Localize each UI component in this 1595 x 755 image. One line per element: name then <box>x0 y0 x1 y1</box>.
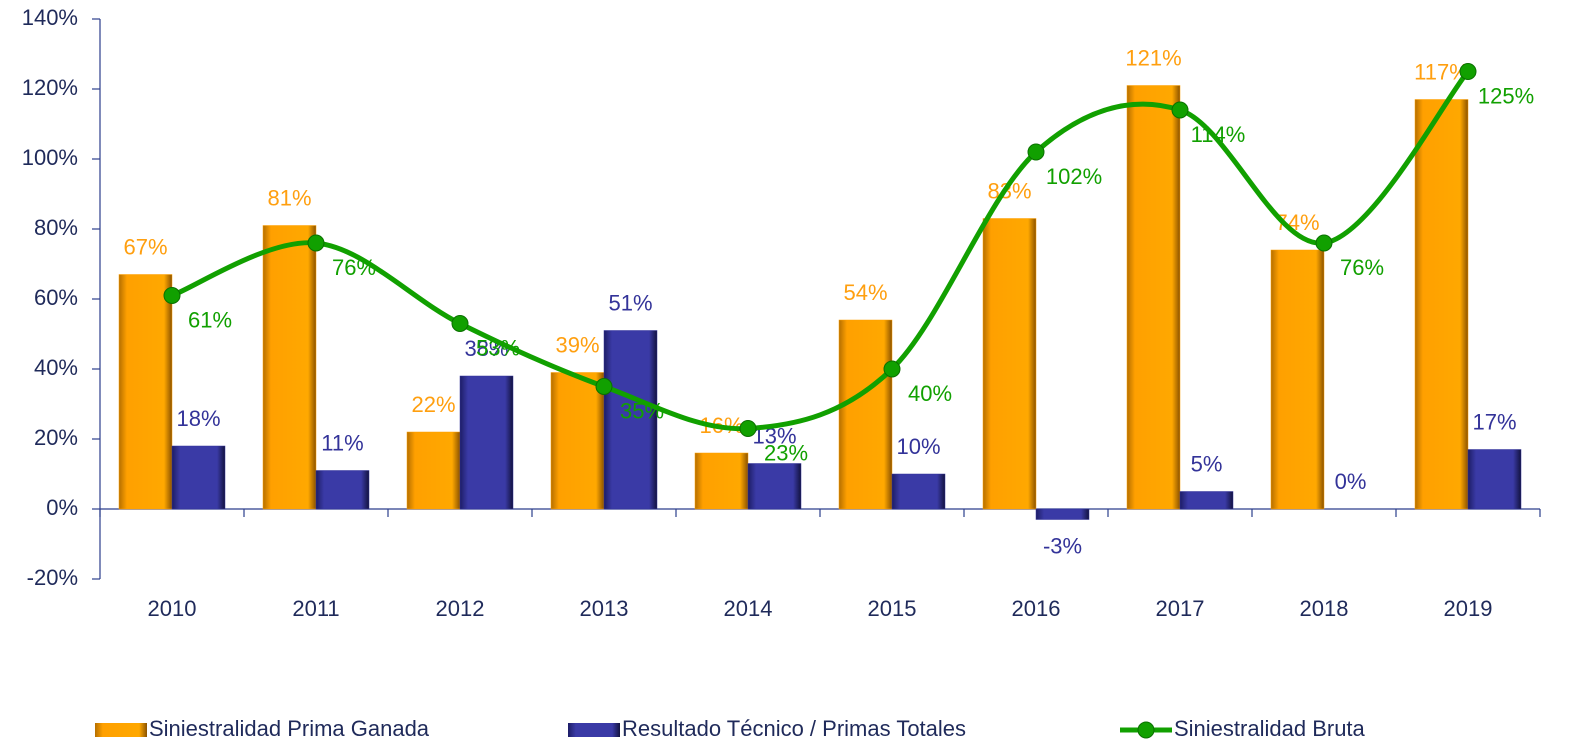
y-tick-label: 40% <box>34 355 78 380</box>
x-tick-label: 2010 <box>148 596 197 621</box>
data-label: 102% <box>1046 164 1102 189</box>
y-tick-label: -20% <box>27 565 78 590</box>
data-label: 39% <box>555 332 599 357</box>
x-tick-label: 2018 <box>1300 596 1349 621</box>
data-label: 67% <box>123 234 167 259</box>
line-marker <box>595 378 613 395</box>
x-tick-label: 2012 <box>436 596 485 621</box>
bar <box>982 218 1037 510</box>
bar <box>550 372 605 510</box>
data-label: 40% <box>908 381 952 406</box>
x-tick-label: 2014 <box>724 596 773 621</box>
data-label: 18% <box>176 406 220 431</box>
line-marker <box>307 234 325 252</box>
data-label: 17% <box>1472 409 1516 434</box>
y-tick-label: 100% <box>22 145 78 170</box>
y-tick-label: 20% <box>34 425 78 450</box>
legend-swatch <box>1137 721 1155 739</box>
legend-swatch <box>95 723 147 737</box>
bar <box>694 452 749 510</box>
data-label: 54% <box>843 280 887 305</box>
data-label: 22% <box>411 392 455 417</box>
data-label: 125% <box>1478 83 1534 108</box>
x-tick-label: 2015 <box>868 596 917 621</box>
line-marker <box>451 315 469 332</box>
x-tick-label: 2017 <box>1156 596 1205 621</box>
y-tick-label: 80% <box>34 215 78 240</box>
bar <box>1179 491 1234 510</box>
data-label: -3% <box>1043 533 1082 558</box>
data-label: 11% <box>321 430 363 455</box>
data-label: 53% <box>476 335 520 360</box>
bar <box>1126 85 1181 510</box>
data-label: 10% <box>896 434 940 459</box>
line-marker <box>1315 234 1333 252</box>
legend-label: Resultado Técnico / Primas Totales <box>622 716 966 741</box>
bar <box>1270 249 1325 510</box>
bar <box>1414 99 1469 510</box>
bar <box>406 431 461 510</box>
data-label: 51% <box>608 290 652 315</box>
line-marker <box>163 287 181 304</box>
data-label: 114% <box>1191 122 1246 147</box>
bar <box>747 463 802 510</box>
line-marker <box>1027 143 1045 161</box>
data-label: 38% <box>464 336 508 361</box>
bar <box>1467 449 1522 510</box>
data-label: 76% <box>332 255 376 280</box>
data-label: 23% <box>764 440 808 465</box>
bar <box>262 225 317 510</box>
line <box>171 69 1470 432</box>
data-label: 81% <box>267 185 311 210</box>
bar <box>603 330 658 510</box>
data-label: 61% <box>188 307 232 332</box>
legend-label: Siniestralidad Prima Ganada <box>149 716 430 741</box>
legend-label: Siniestralidad Bruta <box>1174 716 1366 741</box>
y-tick-label: 60% <box>34 285 78 310</box>
y-tick-label: 140% <box>22 5 78 30</box>
bar <box>838 319 893 510</box>
data-label: 0% <box>1335 469 1367 494</box>
data-label: 76% <box>1340 255 1384 280</box>
x-tick-label: 2011 <box>292 596 339 621</box>
x-tick-label: 2016 <box>1012 596 1061 621</box>
bar <box>891 473 946 510</box>
line-marker <box>883 360 901 378</box>
data-label: 35% <box>620 398 664 423</box>
x-tick-label: 2013 <box>580 596 629 621</box>
line-marker <box>1171 101 1189 119</box>
x-tick-label: 2019 <box>1444 596 1493 621</box>
legend-swatch <box>568 723 620 737</box>
bar <box>1035 508 1090 520</box>
bar <box>459 375 514 510</box>
y-tick-label: 0% <box>46 495 78 520</box>
y-tick-label: 120% <box>22 75 78 100</box>
bar <box>315 470 370 510</box>
bar <box>118 274 173 510</box>
data-label: 5% <box>1191 451 1223 476</box>
line-marker <box>739 420 757 437</box>
line-marker <box>1459 63 1477 80</box>
data-label: 121% <box>1125 45 1181 70</box>
bar <box>171 445 226 510</box>
